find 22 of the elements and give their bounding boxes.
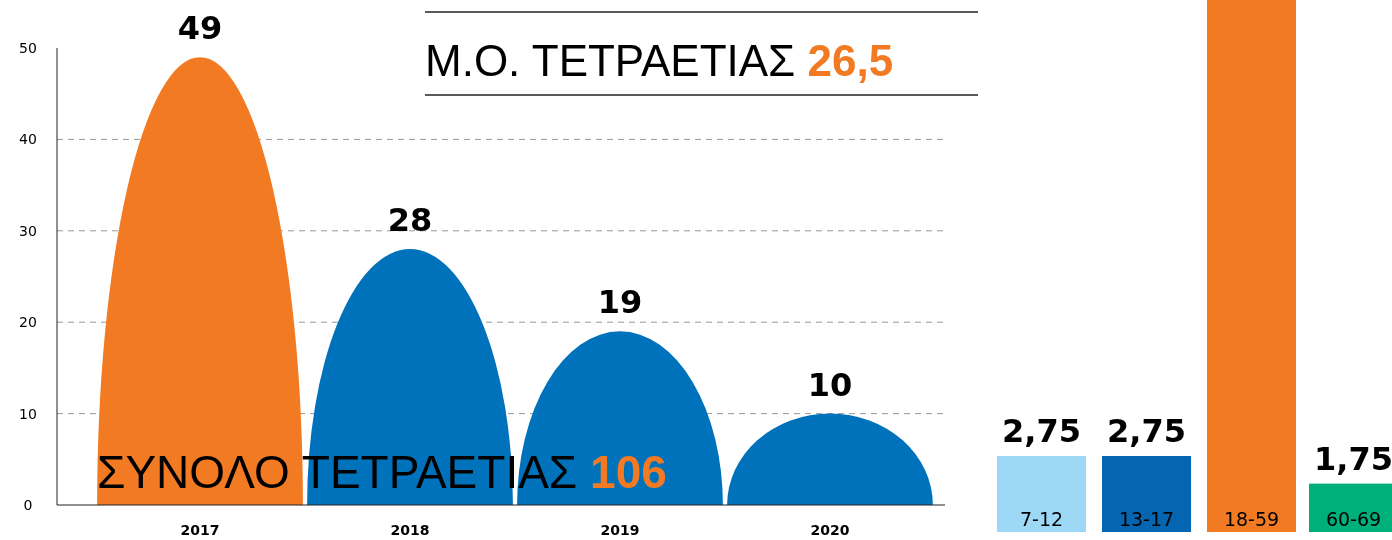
y-tick-label: 50	[19, 39, 37, 56]
x-tick-label: 2020	[810, 522, 850, 538]
data-label: 2,75	[1002, 412, 1081, 450]
x-tick-label: 18-59	[1223, 508, 1280, 530]
y-tick-label: 0	[23, 496, 33, 513]
data-label: 28	[387, 201, 433, 240]
x-tick-label: 2018	[390, 522, 430, 538]
x-tick-label: 2017	[180, 522, 220, 538]
data-label: 2,75	[1107, 412, 1186, 450]
x-tick-label: 7-12	[1019, 508, 1064, 530]
x-tick-label: 2019	[600, 522, 640, 538]
data-label: 1,75	[1314, 439, 1392, 478]
data-label: 49	[177, 9, 223, 48]
y-tick-label: 20	[19, 314, 37, 331]
data-label: 10	[807, 365, 853, 404]
x-tick-label: 13-17	[1118, 508, 1175, 530]
data-label: 19	[597, 283, 643, 322]
y-tick-label: 40	[19, 131, 37, 148]
y-tick-label: 10	[19, 405, 37, 422]
x-tick-label: 60-69	[1325, 508, 1382, 530]
annotation: Μ.Ο. ΤΕΤΡΑΕΤΙΑΣ 26,5	[425, 36, 894, 85]
y-tick-label: 30	[19, 222, 37, 239]
